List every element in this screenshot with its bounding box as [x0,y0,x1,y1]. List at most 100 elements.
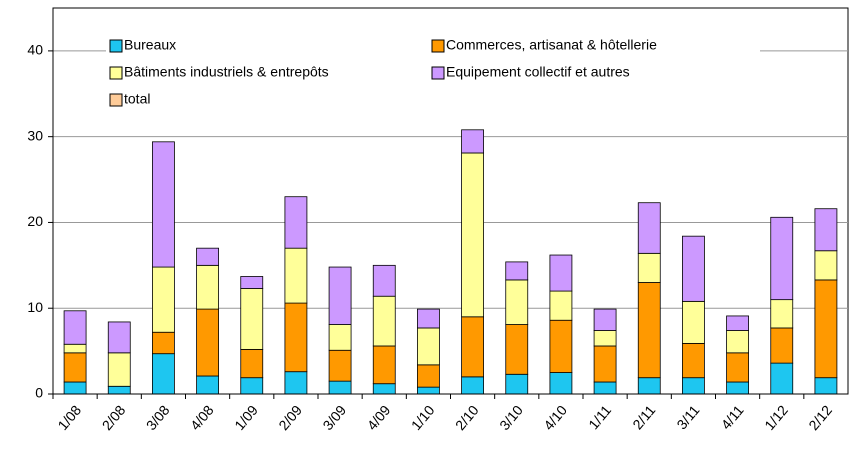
y-tick-label: 10 [27,299,43,315]
bar-segment [284,302,308,373]
x-tick-label: 3/08 [143,402,173,433]
bar-segment [196,308,219,377]
bar-segment [593,330,617,347]
bar-segment [637,252,661,283]
legend-label: Equipement collectif et autres [446,64,630,80]
bar-segment [372,264,396,297]
bar-segment [417,386,440,395]
x-tick-label: 1/08 [54,402,84,433]
bar-segment [63,352,87,383]
x-tick-label: 3/11 [673,402,702,433]
x-tick-label: 4/10 [540,402,570,433]
legend-label: Bâtiments industriels & entrepôts [124,64,329,80]
legend-swatch [109,66,123,80]
bar-segment [461,376,484,395]
x-tick-label: 2/11 [629,402,658,433]
bar-segment [196,247,219,266]
bar-segment [505,261,529,281]
bar-segment [682,377,705,395]
y-tick-label: 0 [35,385,43,401]
bar-segment [814,208,838,252]
x-tick-label: 4/08 [187,402,217,433]
y-tick-label: 20 [27,213,43,229]
bar-segment [637,202,661,254]
y-tick-label: 30 [27,127,43,143]
bar-segment [107,385,131,395]
bar-segment [417,308,440,329]
bar-segment [814,250,838,281]
bar-segment [196,264,219,310]
x-tick-label: 1/11 [585,402,614,433]
bar-segment [637,282,661,379]
bar-segment [770,299,794,329]
legend-label: Bureaux [124,37,176,53]
legend-label: Commerces, artisanat & hôtellerie [446,37,657,53]
bar-segment [770,362,794,395]
bar-segment [107,352,131,387]
bar-segment [240,288,264,350]
bar-segment [372,383,396,395]
bar-segment [682,300,705,344]
bar-segment [549,372,573,395]
bar-segment [726,315,749,331]
bar-segment [152,353,175,395]
bar-segment [328,266,352,325]
legend-swatch [109,93,123,107]
bar-segment [505,279,529,325]
bar-segment [284,196,308,249]
bar-segment [63,381,87,395]
bar-segment [417,364,440,388]
bar-segment [328,324,352,351]
bar-segment [372,295,396,347]
bar-segment [240,276,264,289]
x-tick-label: 2/10 [452,402,482,433]
bar-segment [505,324,529,375]
bar-segment [152,266,175,333]
bar-segment [726,330,749,354]
bar-segment [461,152,484,318]
bar-segment [461,129,484,154]
x-tick-label: 2/08 [99,402,129,433]
x-tick-label: 1/12 [761,402,791,433]
x-tick-label: 1/10 [408,402,438,433]
bar-segment [637,377,661,395]
bar-segment [682,235,705,302]
legend-swatch [431,39,445,53]
bar-segment [284,371,308,395]
x-tick-label: 2/12 [805,402,835,433]
bar-segment [770,216,794,301]
legend-swatch [431,66,445,80]
bar-segment [240,348,264,379]
x-tick-label: 3/10 [496,402,526,433]
bar-segment [814,279,838,379]
x-tick-label: 4/11 [718,402,747,433]
bar-segment [593,345,617,383]
bar-segment [240,377,264,395]
bar-segment [417,327,440,366]
bar-segment [328,380,352,395]
bar-segment [814,377,838,395]
bar-segment [152,331,175,355]
legend-label: total [124,91,150,107]
bar-segment [549,290,573,321]
bar-segment [372,345,396,385]
bar-segment [63,343,87,354]
bar-segment [328,349,352,382]
bar-segment [196,375,219,395]
x-tick-label: 3/09 [319,402,349,433]
bar-segment [107,321,131,354]
bar-segment [726,381,749,395]
bar-segment [549,254,573,292]
x-tick-label: 2/09 [275,402,305,433]
bar-segment [593,381,617,395]
bar-segment [505,373,529,395]
bar-segment [726,352,749,383]
bar-segment [284,247,308,304]
legend-swatch [109,39,123,53]
bar-segment [63,310,87,345]
bar-segment [682,342,705,379]
bar-segment [152,141,175,268]
x-tick-label: 4/09 [364,402,394,433]
bar-segment [593,308,617,331]
